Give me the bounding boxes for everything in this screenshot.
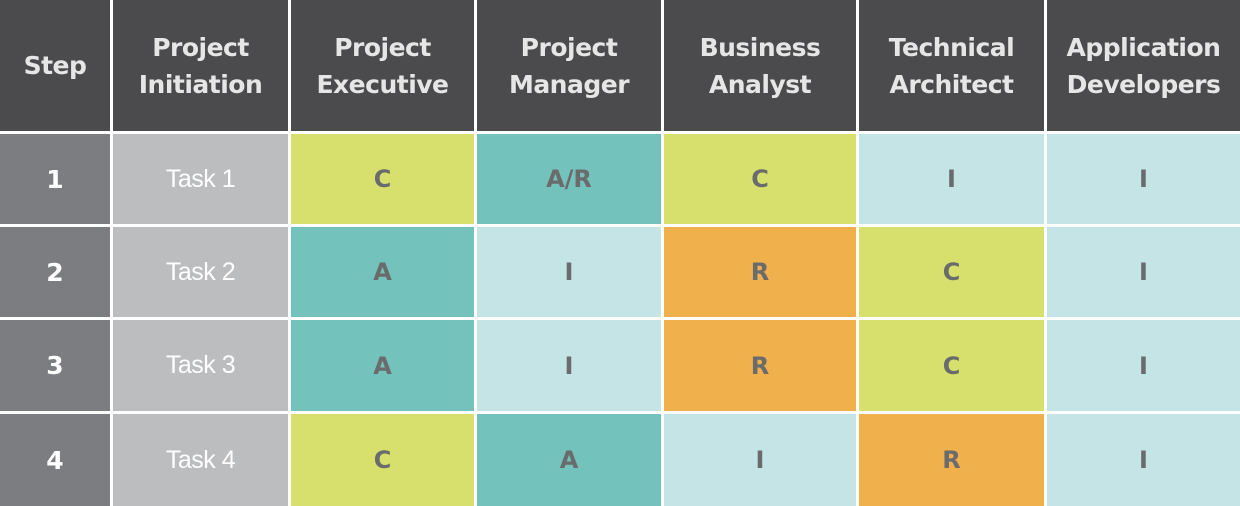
step-number-cell: 1 — [0, 134, 110, 224]
column-header: Technical Architect — [859, 0, 1044, 131]
column-header: Project Executive — [291, 0, 474, 131]
raci-role-cell: A — [291, 320, 474, 411]
task-name-cell: Task 4 — [113, 414, 288, 506]
column-header-label: Project Executive — [316, 32, 449, 99]
raci-role-cell: I — [477, 227, 661, 317]
step-number-cell: 3 — [0, 320, 110, 411]
raci-role-cell: R — [859, 414, 1044, 506]
column-header-label: Technical Architect — [888, 32, 1015, 99]
task-name-cell: Task 3 — [113, 320, 288, 411]
raci-role-cell: I — [1047, 134, 1240, 224]
raci-role-cell: I — [1047, 227, 1240, 317]
raci-role-cell: I — [859, 134, 1044, 224]
raci-role-cell: C — [291, 134, 474, 224]
column-header-label: Business Analyst — [699, 32, 821, 99]
column-header: Application Developers — [1047, 0, 1240, 131]
step-number-cell: 2 — [0, 227, 110, 317]
raci-role-cell: C — [664, 134, 856, 224]
step-number-cell: 4 — [0, 414, 110, 506]
raci-role-cell: A — [477, 414, 661, 506]
raci-role-cell: A — [291, 227, 474, 317]
task-name-cell: Task 2 — [113, 227, 288, 317]
column-header: Project Initiation — [113, 0, 288, 131]
column-header: Project Manager — [477, 0, 661, 131]
column-header-label: Step — [23, 51, 87, 80]
column-header: Business Analyst — [664, 0, 856, 131]
task-name-cell: Task 1 — [113, 134, 288, 224]
column-header: Step — [0, 0, 110, 131]
raci-role-cell: C — [291, 414, 474, 506]
raci-role-cell: I — [1047, 414, 1240, 506]
raci-role-cell: R — [664, 320, 856, 411]
raci-role-cell: C — [859, 227, 1044, 317]
column-header-label: Project Manager — [508, 32, 630, 99]
raci-role-cell: C — [859, 320, 1044, 411]
raci-role-cell: I — [664, 414, 856, 506]
raci-role-cell: I — [1047, 320, 1240, 411]
column-header-label: Application Developers — [1066, 32, 1221, 99]
raci-role-cell: A/R — [477, 134, 661, 224]
raci-role-cell: I — [477, 320, 661, 411]
raci-role-cell: R — [664, 227, 856, 317]
column-header-label: Project Initiation — [138, 32, 263, 99]
